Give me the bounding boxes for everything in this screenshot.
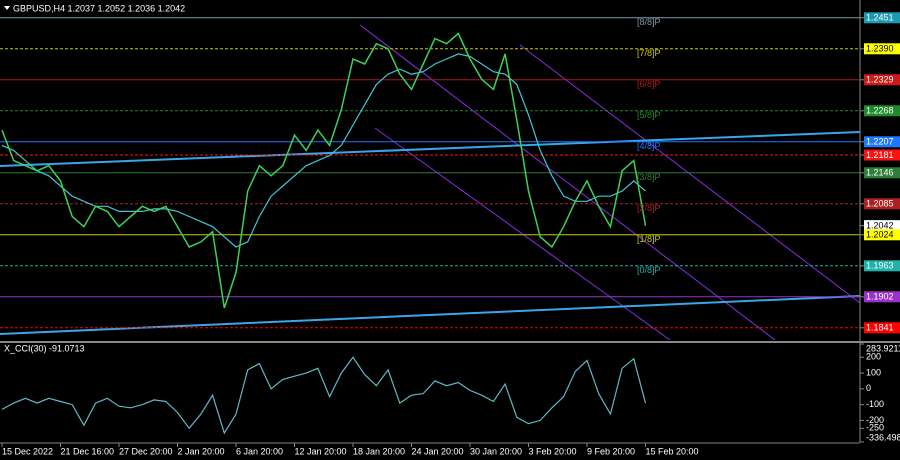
y-tick-label: 1.1963 <box>866 261 894 271</box>
y-tick-label: 1.2268 <box>866 106 894 116</box>
level-label: [6/8]P <box>637 79 661 89</box>
x-tick-label: 12 Jan 20:00 <box>295 446 347 456</box>
x-tick-label: 15 Dec 2022 <box>2 446 53 456</box>
level-label: [4/8]P <box>637 141 661 151</box>
indicator-header: X_CCI(30) -91.0713 <box>4 343 85 353</box>
x-tick-label: 24 Jan 20:00 <box>412 446 464 456</box>
level-label: [0/8]P <box>637 265 661 275</box>
y-tick-label: 1.2207 <box>866 137 894 147</box>
x-tick-label: 27 Dec 20:00 <box>119 446 173 456</box>
channel-line <box>374 127 671 340</box>
y-tick-label: 1.2181 <box>866 150 894 160</box>
level-label: [8/8]P <box>637 17 661 27</box>
panel <box>0 17 860 329</box>
channel-line <box>359 24 776 340</box>
y-tick-label: 1.2024 <box>866 230 894 240</box>
y-tick-label: 1.1841 <box>866 323 894 333</box>
y-tick-label: 1.1902 <box>866 292 894 302</box>
y-tick-label: -200 <box>866 415 884 425</box>
y-tick-label: 1.2451 <box>866 13 894 23</box>
level-label: [7/8]P <box>637 48 661 58</box>
level-label: [1/8]P <box>637 234 661 244</box>
trend-line <box>0 131 860 167</box>
panel <box>1 356 647 435</box>
y-tick-label: 1.2146 <box>866 168 894 178</box>
symbol-header: GBPUSD,H4 1.2037 1.2052 1.2036 1.2042 <box>13 3 185 13</box>
y-tick-label: 1.2042 <box>866 221 894 231</box>
x-tick-label: 21 Dec 16:00 <box>61 446 115 456</box>
level-label: [3/8]P <box>637 172 661 182</box>
x-tick-label: 6 Jan 20:00 <box>236 446 283 456</box>
drawings <box>0 24 860 340</box>
series-line <box>1 53 646 248</box>
trend-line <box>0 295 860 335</box>
y-tick-badge <box>864 322 900 334</box>
y-tick-label: 1.2085 <box>866 199 894 209</box>
y-tick-label: -250 <box>866 423 884 433</box>
x-tick-label: 30 Jan 20:00 <box>470 446 522 456</box>
level-label: [2/8]P <box>637 203 661 213</box>
y-tick-badge <box>864 198 900 210</box>
y-tick-label: -100 <box>866 399 884 409</box>
channel-line <box>519 44 860 304</box>
y-tick-label: 1.2329 <box>866 75 894 85</box>
x-tick-label: 3 Feb 20:00 <box>529 446 577 456</box>
y-tick-badge <box>864 43 900 55</box>
symbol-menu-icon[interactable] <box>4 6 10 10</box>
y-tick-label: 1.2390 <box>866 44 894 54</box>
y-tick-badge <box>864 167 900 179</box>
y-tick-badge <box>864 220 900 232</box>
y-tick-label: 283.9211 <box>866 343 900 353</box>
x-tick-label: 9 Feb 20:00 <box>587 446 635 456</box>
y-tick-label: -336.4986 <box>866 432 900 442</box>
y-tick-badge <box>864 12 900 24</box>
y-tick-badge <box>864 260 900 272</box>
y-tick-label: 200 <box>866 352 881 362</box>
series-line <box>1 32 647 309</box>
level-label: [5/8]P <box>637 110 661 120</box>
y-tick-badge <box>864 136 900 148</box>
y-tick-badge <box>864 291 900 303</box>
series-line <box>1 356 647 435</box>
y-tick-badge <box>864 149 900 161</box>
x-tick-label: 15 Feb 20:00 <box>646 446 699 456</box>
y-tick-label: 0 <box>866 383 871 393</box>
y-tick-badge <box>864 229 900 241</box>
x-tick-label: 2 Jan 20:00 <box>178 446 225 456</box>
y-tick-badge <box>864 74 900 86</box>
y-tick-badge <box>864 105 900 117</box>
x-tick-label: 18 Jan 20:00 <box>353 446 405 456</box>
y-tick-label: 100 <box>866 367 881 377</box>
